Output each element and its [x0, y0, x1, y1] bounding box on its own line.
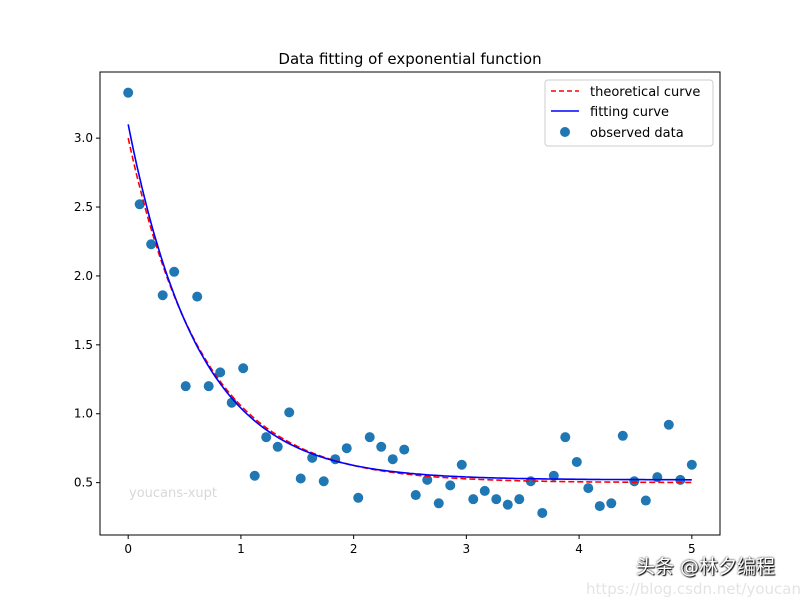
observed-data-point [399, 444, 410, 455]
chart-title: Data fitting of exponential function [278, 50, 541, 68]
observed-data-point [456, 459, 467, 470]
observed-data-point [238, 363, 249, 374]
observed-data-point [479, 485, 490, 496]
theoretical-curve-line [127, 137, 692, 484]
observed-data-point [445, 480, 456, 491]
observed-data-point [341, 443, 352, 454]
legend-observed-label: observed data [590, 126, 684, 141]
y-tick-label: 2.5 [74, 200, 93, 214]
y-tick-label: 0.5 [74, 476, 93, 490]
url-watermark: https://blog.csdn.net/youcans [586, 580, 800, 598]
legend-box [544, 79, 714, 147]
observed-data-point [422, 474, 433, 485]
observed-data-point [594, 501, 605, 512]
observed-data-point [606, 498, 617, 509]
observed-data-point [123, 87, 134, 98]
plot-watermark: youcans-xupt [129, 486, 217, 501]
legend-theoretical-label: theoretical curve [590, 85, 700, 100]
observed-data-point [192, 291, 203, 302]
observed-data-point [663, 419, 674, 430]
observed-data-point [261, 432, 272, 443]
legend-observed-swatch [560, 127, 570, 137]
observed-data-point [652, 472, 663, 483]
observed-data-point [353, 492, 364, 503]
x-tick-label: 2 [350, 542, 358, 556]
x-tick-label: 0 [124, 542, 132, 556]
y-tick-label: 3.0 [74, 131, 93, 145]
observed-data-point [284, 407, 295, 418]
fitting-curve-line [127, 124, 692, 481]
x-tick-label: 5 [688, 542, 696, 556]
x-tick-label: 1 [237, 542, 245, 556]
observed-data-point [491, 494, 502, 505]
observed-data-point [318, 476, 329, 487]
observed-data-point [295, 473, 306, 484]
observed-data-point [387, 454, 398, 465]
observed-data-point [571, 456, 582, 467]
observed-data-point [468, 494, 479, 505]
brand-watermark: 头条 @林夕编程 [636, 556, 776, 578]
y-tick-label: 1.0 [74, 407, 93, 421]
y-tick-label: 2.0 [74, 269, 93, 283]
observed-data-point [215, 367, 226, 378]
observed-data-point [686, 459, 697, 470]
observed-data-point [640, 495, 651, 506]
plot-frame [99, 71, 721, 536]
observed-data-point [203, 381, 214, 392]
observed-data-point [272, 441, 283, 452]
legend: theoretical curve fitting curve observed… [544, 79, 714, 147]
y-tick-label: 1.5 [74, 338, 93, 352]
observed-data-point [364, 432, 375, 443]
observed-data-point [146, 239, 157, 250]
observed-data-point [169, 266, 180, 277]
observed-data-point [433, 498, 444, 509]
observed-data-point [537, 507, 548, 518]
observed-data-point [157, 290, 168, 301]
observed-data-point [180, 381, 191, 392]
legend-fitting-label: fitting curve [590, 105, 669, 120]
observed-data-point [376, 441, 387, 452]
x-tick-label: 3 [463, 542, 471, 556]
observed-data-point [249, 470, 260, 481]
x-tick-label: 4 [575, 542, 583, 556]
observed-data-point [560, 432, 571, 443]
observed-data-point [134, 199, 145, 210]
observed-data-point [583, 483, 594, 494]
observed-data-point [617, 430, 628, 441]
observed-data-point [629, 476, 640, 487]
observed-data-point [502, 499, 513, 510]
observed-data-point [514, 494, 525, 505]
observed-data-point [410, 490, 421, 501]
